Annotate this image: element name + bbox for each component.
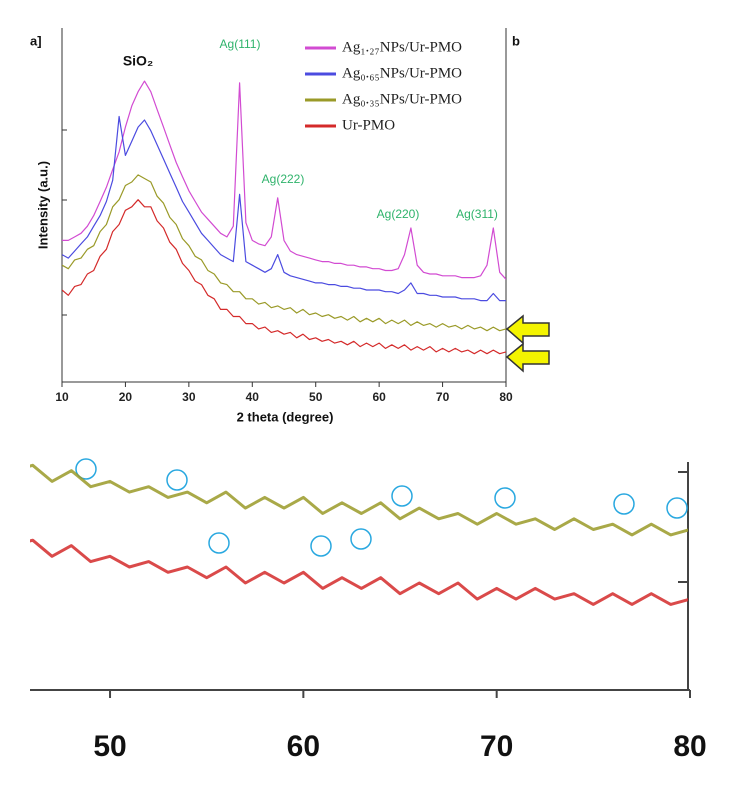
x-tick-label: 80 bbox=[499, 390, 513, 404]
x-tick-label: 20 bbox=[119, 390, 133, 404]
panel-label: b bbox=[512, 33, 520, 48]
peak-annotation: SiO₂ bbox=[123, 53, 153, 69]
series-line bbox=[62, 174, 506, 332]
highlight-circles bbox=[75, 458, 688, 557]
y-ticks bbox=[62, 129, 67, 316]
peak-annotation: Ag(111) bbox=[220, 37, 261, 51]
x-axis-label: 2 theta (degree) bbox=[237, 409, 334, 424]
series-line bbox=[30, 463, 688, 537]
x-tick-label: 70 bbox=[480, 730, 513, 763]
x-tick-label: 60 bbox=[287, 730, 320, 763]
peak-annotation: Ag(222) bbox=[262, 172, 305, 186]
series-line bbox=[30, 538, 688, 606]
series-line bbox=[62, 199, 506, 355]
zoom-y-ticks bbox=[678, 471, 688, 583]
legend-label: Ag₁.₂₇NPs/Ur-PMO bbox=[342, 39, 462, 55]
x-tick-label: 50 bbox=[93, 730, 126, 763]
x-tick-label: 50 bbox=[309, 390, 323, 404]
legend-label: Ur-PMO bbox=[342, 117, 395, 133]
arrows bbox=[505, 314, 550, 373]
series-line bbox=[62, 80, 506, 280]
x-tick-label: 10 bbox=[55, 390, 69, 404]
peak-annotation: Ag(311) bbox=[456, 207, 498, 221]
peak-annotation: Ag(220) bbox=[377, 207, 420, 221]
y-axis-label: Intensity (a.u.) bbox=[35, 161, 50, 249]
legend-label: Ag₀.₆₅NPs/Ur-PMO bbox=[342, 65, 462, 81]
series-line bbox=[62, 115, 506, 302]
x-tick-label: 60 bbox=[372, 390, 386, 404]
plot-area bbox=[62, 80, 506, 355]
zoom-plot-area bbox=[30, 463, 688, 606]
legend-label: Ag₀.₃₅NPs/Ur-PMO bbox=[342, 91, 462, 107]
x-tick-label: 80 bbox=[673, 730, 706, 763]
x-tick-label: 70 bbox=[436, 390, 450, 404]
panel-label: a] bbox=[30, 33, 42, 48]
x-tick-label: 30 bbox=[182, 390, 196, 404]
x-tick-label: 40 bbox=[246, 390, 260, 404]
